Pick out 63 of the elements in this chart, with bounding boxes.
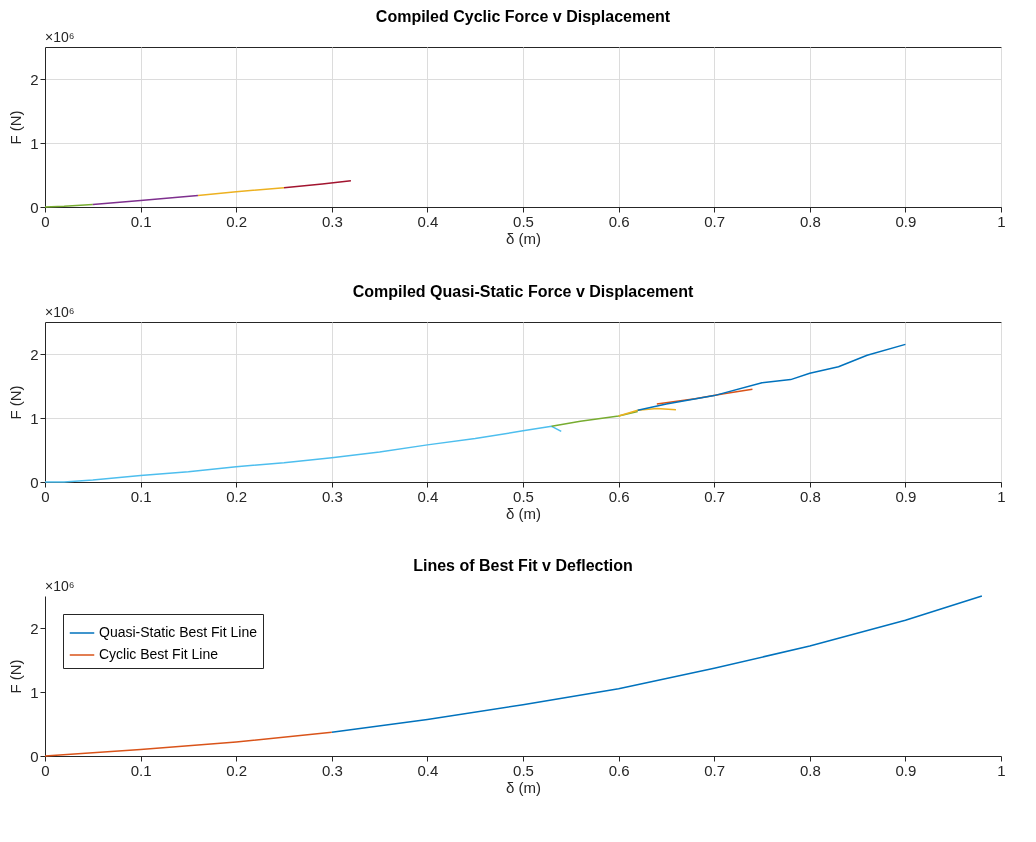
y-tick-label: 2 bbox=[30, 345, 39, 363]
x-tick-label: 0.6 bbox=[608, 761, 630, 779]
x-tick-label: 0.4 bbox=[417, 487, 439, 505]
x-tick-label: 0.8 bbox=[799, 487, 821, 505]
x-tick-label: 0.9 bbox=[895, 212, 917, 230]
y-tick-label: 2 bbox=[30, 619, 39, 637]
chart-title: Compiled Quasi-Static Force v Displacement bbox=[352, 283, 694, 300]
line-series bbox=[44, 731, 333, 757]
x-tick-label: 0.7 bbox=[704, 212, 726, 230]
y-tick-label: 2 bbox=[30, 70, 39, 88]
y-tick-label: 0 bbox=[30, 198, 39, 216]
text: ×10⁶ bbox=[45, 304, 75, 320]
text: ×10⁶ bbox=[45, 29, 75, 45]
x-tick-label: 0.4 bbox=[417, 761, 439, 779]
chart-title: Compiled Cyclic Force v Displacement bbox=[375, 8, 671, 25]
line-series bbox=[550, 410, 639, 428]
x-tick-label: 0.9 bbox=[895, 487, 917, 505]
line-series bbox=[617, 407, 677, 417]
x-axis-title: δ (m) bbox=[505, 778, 542, 796]
x-tick-label: 0.6 bbox=[608, 212, 630, 230]
x-tick-label: 0.7 bbox=[704, 761, 726, 779]
text: ×10⁶ bbox=[45, 578, 75, 594]
x-tick-label: 0 bbox=[41, 761, 50, 779]
x-tick-label: 0.3 bbox=[321, 487, 343, 505]
x-tick-label: 0.2 bbox=[226, 487, 248, 505]
x-tick-label: 0 bbox=[41, 487, 50, 505]
x-tick-label: 0.5 bbox=[513, 761, 534, 779]
x-tick-label: 1 bbox=[997, 212, 1006, 230]
y-tick-label: 1 bbox=[30, 683, 39, 701]
y-tick-label: 0 bbox=[30, 473, 39, 491]
y-tick-label: 1 bbox=[30, 134, 39, 152]
x-tick-label: 0.5 bbox=[513, 487, 534, 505]
x-tick-label: 1 bbox=[997, 761, 1006, 779]
y-axis-title: F (N) bbox=[7, 110, 25, 145]
x-tick-label: 0.2 bbox=[226, 761, 248, 779]
x-axis-title: δ (m) bbox=[505, 229, 542, 247]
x-tick-label: 0.2 bbox=[226, 212, 248, 230]
chart-title: Lines of Best Fit v Deflection bbox=[413, 557, 633, 574]
y-axis-title: F (N) bbox=[7, 385, 25, 420]
legend-label: Quasi-Static Best Fit Line bbox=[99, 624, 258, 640]
x-tick-label: 0.6 bbox=[608, 487, 630, 505]
x-tick-label: 0.3 bbox=[321, 212, 343, 230]
x-tick-label: 0 bbox=[41, 212, 50, 230]
x-tick-label: 0.9 bbox=[895, 761, 917, 779]
line-series bbox=[656, 388, 754, 405]
line-series bbox=[331, 595, 983, 734]
x-tick-label: 0.1 bbox=[130, 761, 152, 779]
x-tick-label: 0.1 bbox=[130, 212, 152, 230]
x-tick-label: 0.8 bbox=[799, 212, 821, 230]
y-tick-label: 0 bbox=[30, 747, 39, 765]
x-tick-label: 0.8 bbox=[799, 761, 821, 779]
legend-label: Cyclic Best Fit Line bbox=[99, 646, 219, 662]
x-tick-label: 1 bbox=[997, 487, 1006, 505]
line-series bbox=[636, 343, 907, 412]
x-tick-label: 0.1 bbox=[130, 487, 152, 505]
y-axis-title: F (N) bbox=[7, 659, 25, 694]
y-tick-label: 1 bbox=[30, 409, 39, 427]
x-tick-label: 0.7 bbox=[704, 487, 726, 505]
x-tick-label: 0.5 bbox=[513, 212, 534, 230]
line-series bbox=[44, 425, 562, 483]
x-tick-label: 0.4 bbox=[417, 212, 439, 230]
x-axis-title: δ (m) bbox=[505, 504, 542, 522]
x-tick-label: 0.3 bbox=[321, 761, 343, 779]
